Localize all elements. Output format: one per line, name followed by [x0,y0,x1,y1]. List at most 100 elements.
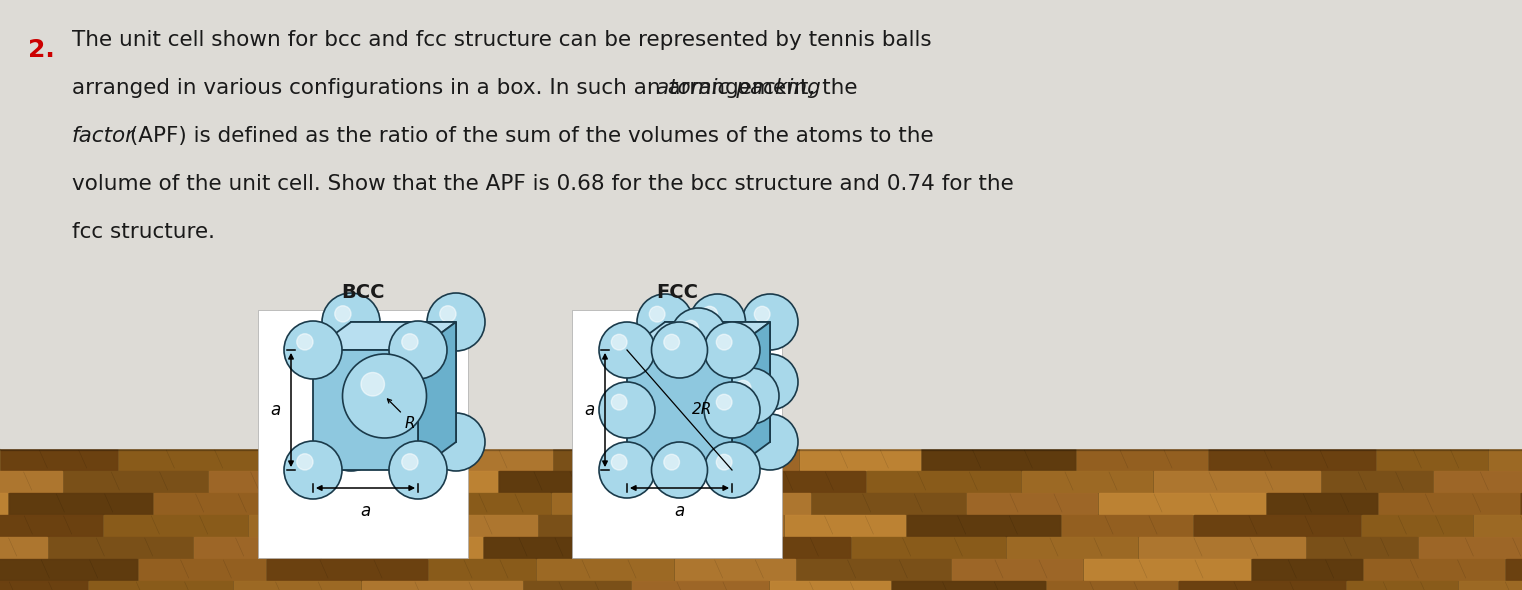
Polygon shape [314,322,457,350]
Bar [689,493,810,514]
Circle shape [683,320,699,336]
Circle shape [612,394,627,410]
Bar [1473,515,1522,536]
Bar [647,515,782,536]
Bar [907,515,1059,536]
Bar [632,581,769,590]
Text: atomic packing: atomic packing [656,78,820,98]
Bar [484,537,591,558]
Bar [1434,471,1522,492]
Bar [1419,537,1522,558]
Bar [785,515,906,536]
Bar [1489,449,1522,470]
Bar [1266,493,1377,514]
Bar [336,471,498,492]
Text: a: a [271,401,282,419]
Bar [770,581,890,590]
Bar [49,537,192,558]
Circle shape [638,294,693,350]
Bar [662,449,798,470]
Circle shape [342,354,426,438]
Bar [234,581,361,590]
Bar [951,559,1082,580]
Bar [1307,537,1417,558]
Polygon shape [732,322,770,470]
Bar [209,471,335,492]
Circle shape [723,368,779,424]
Bar [259,310,467,558]
Bar [1062,515,1192,536]
Polygon shape [352,322,457,442]
Bar [103,515,247,536]
Circle shape [689,294,746,350]
Circle shape [650,427,665,442]
Circle shape [600,442,654,498]
Circle shape [285,321,342,379]
Bar [524,581,630,590]
Text: arranged in various configurations in a box. In such an arrangement, the: arranged in various configurations in a … [72,78,864,98]
Circle shape [705,382,759,438]
Text: R: R [405,416,416,431]
Bar [1362,515,1472,536]
Circle shape [428,413,486,471]
Bar [0,559,137,580]
Bar [1208,449,1374,470]
Text: volume of the unit cell. Show that the APF is 0.68 for the bcc structure and 0.7: volume of the unit cell. Show that the A… [72,174,1014,194]
Bar [444,493,549,514]
Bar [9,493,152,514]
Bar [1099,493,1265,514]
Circle shape [402,454,419,470]
Bar [0,581,87,590]
Circle shape [335,426,352,442]
Bar [193,537,320,558]
Circle shape [664,454,679,470]
Circle shape [600,322,654,378]
Bar [266,559,428,580]
Bar [323,537,482,558]
Circle shape [650,306,665,322]
Circle shape [702,427,717,442]
Bar [1253,559,1362,580]
Bar [0,537,47,558]
Bar [1323,471,1432,492]
Text: fcc structure.: fcc structure. [72,222,215,242]
Circle shape [323,413,380,471]
Bar [537,559,673,580]
Circle shape [297,454,314,470]
Bar [1138,537,1304,558]
Circle shape [440,306,457,322]
Bar [250,515,374,536]
Circle shape [717,394,732,410]
Bar [1008,537,1137,558]
Bar [813,493,965,514]
Bar [674,559,794,580]
Circle shape [702,306,717,322]
Bar [922,449,1075,470]
Circle shape [638,414,693,470]
Bar [539,515,645,536]
Text: BCC: BCC [341,283,385,302]
Bar [88,581,231,590]
Bar [0,0,1522,448]
Circle shape [743,294,798,350]
Circle shape [612,335,627,350]
Circle shape [390,441,447,499]
Bar [892,581,1046,590]
Text: 2.: 2. [27,38,55,62]
Circle shape [390,321,447,379]
Circle shape [297,334,314,350]
Circle shape [664,335,679,350]
Bar [263,449,390,470]
Circle shape [735,381,750,396]
Bar [1379,493,1519,514]
Polygon shape [419,322,457,470]
Bar [0,515,102,536]
Text: 2R: 2R [691,402,712,418]
Circle shape [717,454,732,470]
Text: a: a [361,502,371,520]
Circle shape [651,322,708,378]
Circle shape [705,322,759,378]
Bar [1193,515,1361,536]
Bar [0,442,1522,450]
Bar [0,471,62,492]
